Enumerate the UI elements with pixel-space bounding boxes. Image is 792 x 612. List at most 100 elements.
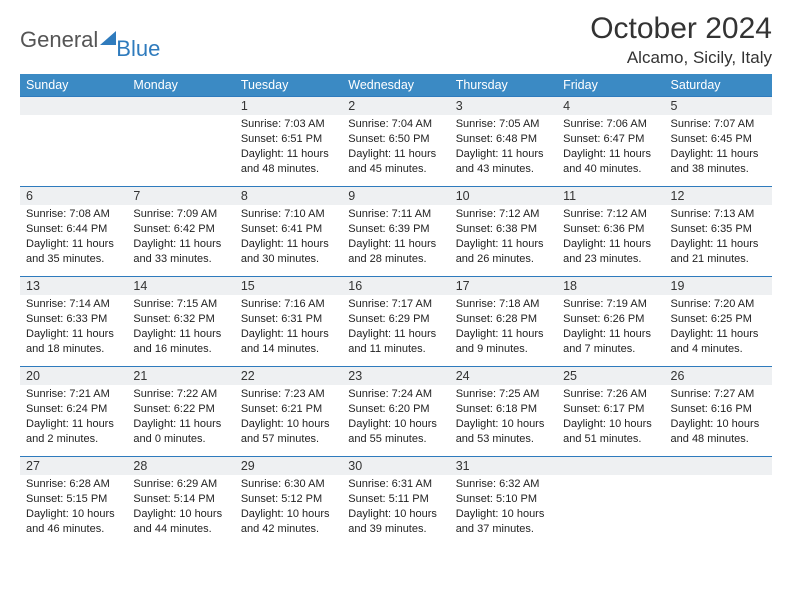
daylight-text: Daylight: 11 hours and 35 minutes.: [26, 237, 121, 267]
calendar-day-cell: 21Sunrise: 7:22 AMSunset: 6:22 PMDayligh…: [127, 367, 234, 457]
daylight-text: Daylight: 10 hours and 42 minutes.: [241, 507, 336, 537]
title-block: October 2024 Alcamo, Sicily, Italy: [590, 12, 772, 68]
sunset-text: Sunset: 6:26 PM: [563, 312, 658, 327]
sunrise-text: Sunrise: 7:16 AM: [241, 297, 336, 312]
calendar-day-cell: 12Sunrise: 7:13 AMSunset: 6:35 PMDayligh…: [665, 187, 772, 277]
brand-text-1: General: [20, 27, 98, 53]
day-number: 13: [20, 277, 127, 295]
calendar-day-cell: 10Sunrise: 7:12 AMSunset: 6:38 PMDayligh…: [450, 187, 557, 277]
day-number: 10: [450, 187, 557, 205]
day-number: 7: [127, 187, 234, 205]
calendar-day-cell: 20Sunrise: 7:21 AMSunset: 6:24 PMDayligh…: [20, 367, 127, 457]
calendar-day-cell: 3Sunrise: 7:05 AMSunset: 6:48 PMDaylight…: [450, 97, 557, 187]
sunset-text: Sunset: 6:41 PM: [241, 222, 336, 237]
day-number: 12: [665, 187, 772, 205]
calendar-week-row: 13Sunrise: 7:14 AMSunset: 6:33 PMDayligh…: [20, 277, 772, 367]
calendar-day-cell: 24Sunrise: 7:25 AMSunset: 6:18 PMDayligh…: [450, 367, 557, 457]
day-number: 15: [235, 277, 342, 295]
day-details: Sunrise: 7:10 AMSunset: 6:41 PMDaylight:…: [235, 205, 342, 270]
daylight-text: Daylight: 11 hours and 40 minutes.: [563, 147, 658, 177]
day-number: [20, 97, 127, 115]
sunset-text: Sunset: 5:15 PM: [26, 492, 121, 507]
calendar-day-cell: 2Sunrise: 7:04 AMSunset: 6:50 PMDaylight…: [342, 97, 449, 187]
day-details: Sunrise: 7:25 AMSunset: 6:18 PMDaylight:…: [450, 385, 557, 450]
daylight-text: Daylight: 11 hours and 9 minutes.: [456, 327, 551, 357]
daylight-text: Daylight: 10 hours and 37 minutes.: [456, 507, 551, 537]
sunrise-text: Sunrise: 7:27 AM: [671, 387, 766, 402]
sunrise-text: Sunrise: 7:11 AM: [348, 207, 443, 222]
calendar-day-cell: 1Sunrise: 7:03 AMSunset: 6:51 PMDaylight…: [235, 97, 342, 187]
sunset-text: Sunset: 6:21 PM: [241, 402, 336, 417]
day-details: Sunrise: 6:31 AMSunset: 5:11 PMDaylight:…: [342, 475, 449, 540]
sunset-text: Sunset: 6:31 PM: [241, 312, 336, 327]
sunset-text: Sunset: 6:24 PM: [26, 402, 121, 417]
daylight-text: Daylight: 11 hours and 21 minutes.: [671, 237, 766, 267]
sunset-text: Sunset: 5:10 PM: [456, 492, 551, 507]
sunrise-text: Sunrise: 7:10 AM: [241, 207, 336, 222]
sunset-text: Sunset: 5:14 PM: [133, 492, 228, 507]
sunset-text: Sunset: 6:42 PM: [133, 222, 228, 237]
sunrise-text: Sunrise: 7:12 AM: [456, 207, 551, 222]
daylight-text: Daylight: 11 hours and 38 minutes.: [671, 147, 766, 177]
day-details: Sunrise: 7:15 AMSunset: 6:32 PMDaylight:…: [127, 295, 234, 360]
day-details: Sunrise: 7:11 AMSunset: 6:39 PMDaylight:…: [342, 205, 449, 270]
calendar-day-cell: 23Sunrise: 7:24 AMSunset: 6:20 PMDayligh…: [342, 367, 449, 457]
day-details: Sunrise: 7:06 AMSunset: 6:47 PMDaylight:…: [557, 115, 664, 180]
day-number: 26: [665, 367, 772, 385]
sunset-text: Sunset: 6:44 PM: [26, 222, 121, 237]
calendar-day-cell: 11Sunrise: 7:12 AMSunset: 6:36 PMDayligh…: [557, 187, 664, 277]
day-details: Sunrise: 7:07 AMSunset: 6:45 PMDaylight:…: [665, 115, 772, 180]
day-details: Sunrise: 7:16 AMSunset: 6:31 PMDaylight:…: [235, 295, 342, 360]
daylight-text: Daylight: 11 hours and 43 minutes.: [456, 147, 551, 177]
day-details: Sunrise: 7:08 AMSunset: 6:44 PMDaylight:…: [20, 205, 127, 270]
sunrise-text: Sunrise: 7:15 AM: [133, 297, 228, 312]
calendar-week-row: 6Sunrise: 7:08 AMSunset: 6:44 PMDaylight…: [20, 187, 772, 277]
calendar-day-cell: 19Sunrise: 7:20 AMSunset: 6:25 PMDayligh…: [665, 277, 772, 367]
calendar-day-cell: 27Sunrise: 6:28 AMSunset: 5:15 PMDayligh…: [20, 457, 127, 547]
daylight-text: Daylight: 11 hours and 45 minutes.: [348, 147, 443, 177]
day-number: 18: [557, 277, 664, 295]
day-details: Sunrise: 7:13 AMSunset: 6:35 PMDaylight:…: [665, 205, 772, 270]
day-details: Sunrise: 7:23 AMSunset: 6:21 PMDaylight:…: [235, 385, 342, 450]
day-number: 8: [235, 187, 342, 205]
daylight-text: Daylight: 11 hours and 23 minutes.: [563, 237, 658, 267]
day-number: 4: [557, 97, 664, 115]
day-details: Sunrise: 7:22 AMSunset: 6:22 PMDaylight:…: [127, 385, 234, 450]
header: General Blue October 2024 Alcamo, Sicily…: [20, 12, 772, 68]
dayname-header: Saturday: [665, 74, 772, 97]
day-number: [127, 97, 234, 115]
sunrise-text: Sunrise: 6:31 AM: [348, 477, 443, 492]
sunset-text: Sunset: 6:20 PM: [348, 402, 443, 417]
sunset-text: Sunset: 6:39 PM: [348, 222, 443, 237]
sunset-text: Sunset: 6:45 PM: [671, 132, 766, 147]
calendar-day-cell: 26Sunrise: 7:27 AMSunset: 6:16 PMDayligh…: [665, 367, 772, 457]
calendar-day-cell: 31Sunrise: 6:32 AMSunset: 5:10 PMDayligh…: [450, 457, 557, 547]
sunrise-text: Sunrise: 7:04 AM: [348, 117, 443, 132]
sunrise-text: Sunrise: 7:26 AM: [563, 387, 658, 402]
day-details: Sunrise: 7:24 AMSunset: 6:20 PMDaylight:…: [342, 385, 449, 450]
sunset-text: Sunset: 6:33 PM: [26, 312, 121, 327]
day-number: 5: [665, 97, 772, 115]
calendar-week-row: 20Sunrise: 7:21 AMSunset: 6:24 PMDayligh…: [20, 367, 772, 457]
daylight-text: Daylight: 10 hours and 48 minutes.: [671, 417, 766, 447]
calendar-day-cell: 17Sunrise: 7:18 AMSunset: 6:28 PMDayligh…: [450, 277, 557, 367]
sunrise-text: Sunrise: 7:13 AM: [671, 207, 766, 222]
daylight-text: Daylight: 11 hours and 30 minutes.: [241, 237, 336, 267]
day-details: Sunrise: 7:27 AMSunset: 6:16 PMDaylight:…: [665, 385, 772, 450]
day-number: 31: [450, 457, 557, 475]
sunrise-text: Sunrise: 7:07 AM: [671, 117, 766, 132]
day-details: Sunrise: 6:29 AMSunset: 5:14 PMDaylight:…: [127, 475, 234, 540]
daylight-text: Daylight: 10 hours and 51 minutes.: [563, 417, 658, 447]
daylight-text: Daylight: 10 hours and 53 minutes.: [456, 417, 551, 447]
sunset-text: Sunset: 6:36 PM: [563, 222, 658, 237]
day-details: Sunrise: 7:26 AMSunset: 6:17 PMDaylight:…: [557, 385, 664, 450]
day-number: 14: [127, 277, 234, 295]
dayname-header: Monday: [127, 74, 234, 97]
sunrise-text: Sunrise: 7:17 AM: [348, 297, 443, 312]
sunset-text: Sunset: 6:22 PM: [133, 402, 228, 417]
sunrise-text: Sunrise: 7:12 AM: [563, 207, 658, 222]
day-details: Sunrise: 7:03 AMSunset: 6:51 PMDaylight:…: [235, 115, 342, 180]
calendar-day-cell: 28Sunrise: 6:29 AMSunset: 5:14 PMDayligh…: [127, 457, 234, 547]
sunset-text: Sunset: 6:48 PM: [456, 132, 551, 147]
dayname-header: Tuesday: [235, 74, 342, 97]
